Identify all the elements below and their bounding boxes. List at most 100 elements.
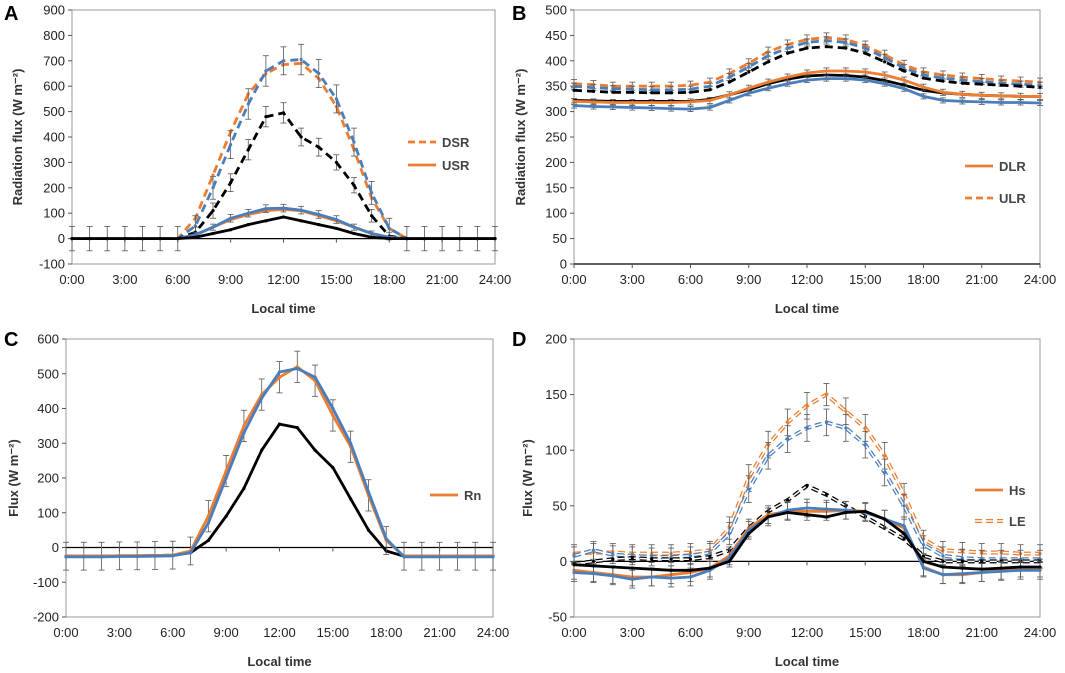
data-point	[844, 76, 848, 81]
data-point	[824, 69, 829, 73]
y-tick-label: 250	[545, 130, 567, 145]
data-point	[883, 470, 887, 475]
data-point	[630, 577, 634, 581]
data-point	[747, 86, 751, 90]
y-tick-label: 50	[553, 498, 567, 513]
data-point	[824, 420, 829, 424]
legend-item-hs: Hs	[975, 483, 1026, 498]
data-point	[211, 186, 215, 190]
x-tick-label: 0:00	[59, 272, 84, 287]
data-point	[941, 573, 945, 577]
data-point	[572, 570, 576, 575]
data-point	[260, 448, 264, 452]
data-point	[921, 76, 926, 80]
data-point	[727, 93, 731, 97]
data-point	[941, 90, 945, 94]
data-point	[902, 504, 906, 508]
y-tick-label: 500	[43, 104, 65, 119]
x-tick-label: 9:00	[736, 625, 761, 640]
legend-item-ulr: ULR	[965, 191, 1026, 206]
data-point	[650, 575, 654, 579]
data-point	[863, 46, 867, 50]
y-tick-label: 50	[553, 231, 567, 246]
data-point	[370, 235, 374, 239]
data-point	[224, 476, 228, 480]
data-point	[281, 59, 286, 63]
data-point	[281, 206, 286, 210]
x-tick-label: 15:00	[317, 625, 350, 640]
data-point	[805, 426, 809, 430]
legend-label: LE	[1009, 514, 1026, 529]
legend-label: USR	[442, 158, 470, 173]
data-point	[863, 70, 867, 74]
x-tick-label: 18:00	[907, 625, 940, 640]
data-point	[611, 100, 615, 105]
data-point	[844, 426, 848, 430]
x-tick-label: 6:00	[160, 625, 185, 640]
data-point	[591, 548, 596, 552]
data-point	[941, 98, 945, 103]
data-point	[313, 375, 317, 379]
plot-area	[573, 9, 1041, 265]
data-point	[572, 554, 576, 558]
x-tick-label: 12:00	[791, 272, 824, 287]
data-point	[980, 82, 984, 86]
data-point	[246, 148, 250, 152]
data-point	[591, 559, 596, 564]
data-point	[224, 469, 228, 473]
data-point	[317, 145, 321, 149]
data-point	[883, 56, 887, 60]
x-tick-label: 24:00	[477, 625, 510, 640]
data-point	[921, 566, 926, 570]
data-point	[650, 106, 654, 110]
data-point	[824, 393, 829, 397]
data-point	[999, 569, 1003, 574]
data-point	[224, 514, 228, 518]
data-point	[317, 71, 321, 76]
data-point	[688, 568, 693, 572]
series-hs-black	[572, 509, 1042, 572]
data-point	[331, 406, 335, 411]
legend-item-dlr: DLR	[965, 159, 1026, 174]
data-point	[941, 76, 945, 80]
x-tick-label: 0:00	[561, 625, 586, 640]
data-point	[440, 237, 444, 241]
data-point	[295, 366, 299, 371]
data-point	[242, 486, 246, 491]
x-tick-label: 6:00	[678, 272, 703, 287]
data-point	[824, 38, 829, 43]
data-point	[123, 237, 127, 241]
y-tick-label: -100	[33, 575, 59, 590]
x-tick-label: 12:00	[263, 625, 296, 640]
data-point	[863, 443, 867, 447]
data-point	[299, 135, 303, 139]
data-point	[211, 231, 215, 236]
data-point	[921, 85, 926, 89]
data-point	[844, 510, 848, 515]
data-point	[264, 69, 268, 73]
data-point	[572, 88, 576, 92]
data-point	[863, 51, 867, 55]
data-point	[805, 404, 809, 408]
data-point	[960, 556, 964, 560]
data-point	[630, 87, 634, 91]
data-point	[387, 226, 391, 231]
y-tick-label: 300	[545, 104, 567, 119]
data-point	[844, 409, 848, 413]
data-point	[747, 532, 751, 536]
data-point	[805, 78, 809, 82]
x-axis-label: Local time	[775, 301, 839, 316]
y-tick-label: 0	[52, 540, 59, 555]
data-point	[206, 538, 210, 543]
data-point	[669, 568, 673, 572]
data-point	[384, 537, 388, 541]
data-point	[921, 73, 926, 77]
data-point	[82, 555, 86, 559]
data-point	[88, 237, 92, 241]
y-tick-label: -100	[39, 257, 65, 272]
data-point	[1018, 84, 1023, 88]
data-point	[766, 515, 770, 519]
data-point	[766, 60, 770, 64]
y-tick-label: 100	[43, 206, 65, 221]
data-point	[688, 557, 693, 561]
